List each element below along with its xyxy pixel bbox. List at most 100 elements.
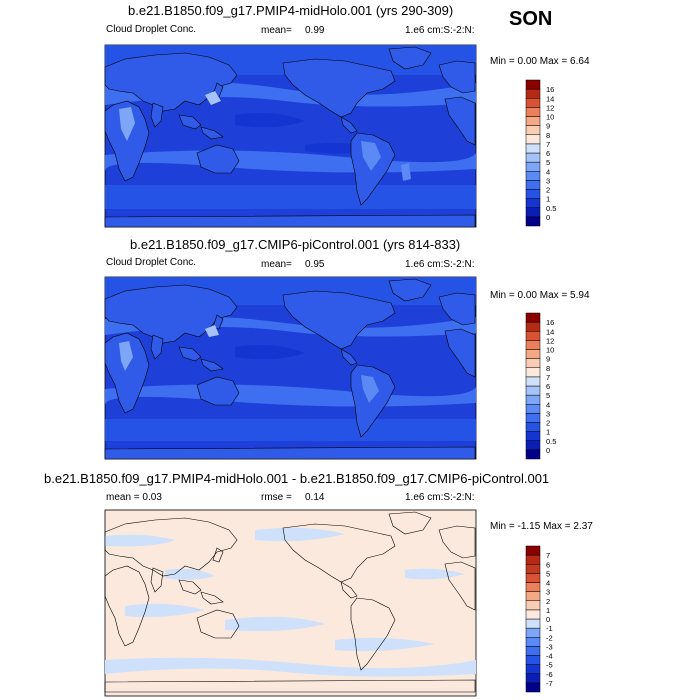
panel3-units: 1.e6 cm:S:-2:N: xyxy=(405,492,475,503)
colorbar1-box-15 xyxy=(525,79,541,90)
colorbar2-box-3 xyxy=(525,422,541,432)
colorbar2-box-2 xyxy=(525,431,541,442)
colorbars: 00.51234567891012141600.5123456789101214… xyxy=(525,79,556,693)
colorbar2-box-7 xyxy=(525,385,541,396)
panel3-rmse-label: rmse = xyxy=(261,492,292,503)
panel3-minmax: Min = -1.15 Max = 2.37 xyxy=(490,521,593,532)
colorbar1-tick-label: 7 xyxy=(546,140,550,149)
colorbar1-tick-label: 14 xyxy=(546,94,554,103)
colorbar2-box-8 xyxy=(525,376,541,387)
colorbar2-box-12 xyxy=(525,340,541,350)
colorbar1-box-12 xyxy=(525,107,541,117)
colorbar2-tick-label: 5 xyxy=(546,391,550,400)
colorbar1-box-2 xyxy=(525,198,541,209)
colorbar1-tick-label: 12 xyxy=(546,103,554,112)
colorbar3-box-12 xyxy=(525,573,541,583)
colorbar1-box-8 xyxy=(525,143,541,154)
colorbar1-box-11 xyxy=(525,116,541,126)
colorbar1-tick-label: 10 xyxy=(546,113,554,122)
colorbar1-tick-label: 0.5 xyxy=(546,204,556,213)
colorbar3-box-0 xyxy=(525,682,541,693)
panel2-title: b.e21.B1850.f09_g17.CMIP6-piControl.001 … xyxy=(130,237,461,252)
colorbar2-box-0 xyxy=(525,449,541,460)
colorbar2-tick-label: 1 xyxy=(546,428,550,437)
colorbar1-box-10 xyxy=(525,125,541,136)
colorbar3-tick-label: 0 xyxy=(546,615,550,624)
colorbar3-box-14 xyxy=(525,554,541,565)
colorbar1-tick-label: 16 xyxy=(546,85,554,94)
colorbar3-box-6 xyxy=(525,627,541,638)
colorbar2-box-5 xyxy=(525,404,541,414)
colorbar2-box-11 xyxy=(525,349,541,359)
colorbar2-box-13 xyxy=(525,331,541,341)
colorbar1-tick-label: 4 xyxy=(546,167,550,176)
colorbar2-box-1 xyxy=(525,440,541,451)
colorbar1-tick-label: 3 xyxy=(546,176,550,185)
colorbar2-tick-label: 9 xyxy=(546,355,550,364)
panel1-units: 1.e6 cm:S:-2:N: xyxy=(405,25,475,36)
colorbar3-tick-label: -2 xyxy=(546,633,553,642)
panel1-minmax: Min = 0.00 Max = 6.64 xyxy=(490,56,590,67)
panel1-mean-value: 0.99 xyxy=(305,25,325,36)
colorbar3-box-2 xyxy=(525,664,541,675)
colorbar3-box-3 xyxy=(525,655,541,665)
panel3-rmse-value: 0.14 xyxy=(305,492,325,503)
panel3-mean-label: mean = 0.03 xyxy=(106,492,162,503)
colorbar1-box-3 xyxy=(525,189,541,199)
colorbar3-box-9 xyxy=(525,600,541,611)
colorbar1-tick-label: 2 xyxy=(546,186,550,195)
colorbar3-box-5 xyxy=(525,637,541,647)
colorbar1-tick-label: 1 xyxy=(546,195,550,204)
colorbar2-tick-label: 10 xyxy=(546,346,554,355)
colorbar1-box-14 xyxy=(525,88,541,99)
colorbar3-tick-label: 7 xyxy=(546,551,550,560)
colorbar3-box-1 xyxy=(525,673,541,684)
colorbar2-box-14 xyxy=(525,321,541,332)
colorbar3-box-4 xyxy=(525,646,541,656)
colorbar3-tick-label: -4 xyxy=(546,652,553,661)
panel2-mean-value: 0.95 xyxy=(305,259,325,270)
colorbar2-tick-label: 4 xyxy=(546,400,550,409)
colorbar3-tick-label: 5 xyxy=(546,569,550,578)
colorbar2-box-9 xyxy=(525,367,541,378)
colorbar1-tick-label: 8 xyxy=(546,131,550,140)
colorbar2-tick-label: 2 xyxy=(546,419,550,428)
colorbar3-box-11 xyxy=(525,582,541,592)
colorbar2-tick-label: 6 xyxy=(546,382,550,391)
colorbar2-tick-label: 12 xyxy=(546,336,554,345)
colorbar3-tick-label: 3 xyxy=(546,588,550,597)
panel1-title: b.e21.B1850.f09_g17.PMIP4-midHolo.001 (y… xyxy=(128,3,454,18)
panel2-variable-label: Cloud Droplet Conc. xyxy=(106,257,197,268)
colorbar2-box-10 xyxy=(525,358,541,369)
colorbar3-box-10 xyxy=(525,591,541,602)
colorbar1-tick-label: 5 xyxy=(546,158,550,167)
colorbar3-tick-label: -3 xyxy=(546,642,553,651)
colorbar2-tick-label: 16 xyxy=(546,318,554,327)
colorbar3-tick-label: -6 xyxy=(546,670,553,679)
colorbar3-tick-label: -7 xyxy=(546,679,553,688)
colorbar2-tick-label: 8 xyxy=(546,364,550,373)
colorbar3-tick-label: -5 xyxy=(546,661,553,670)
colorbar3-box-13 xyxy=(525,564,541,574)
panel1-land-highlights xyxy=(119,91,411,181)
panel2-mean-label: mean= xyxy=(261,259,292,270)
colorbar1-box-13 xyxy=(525,98,541,108)
season-label: SON xyxy=(509,8,553,30)
colorbar2-tick-label: 7 xyxy=(546,373,550,382)
panel2-minmax: Min = 0.00 Max = 5.94 xyxy=(490,290,590,301)
colorbar2-box-4 xyxy=(525,413,541,423)
colorbar1-box-5 xyxy=(525,171,541,181)
colorbar3-tick-label: 4 xyxy=(546,579,550,588)
colorbar2-tick-label: 14 xyxy=(546,327,554,336)
colorbar1-tick-label: 9 xyxy=(546,122,550,131)
panel2-map xyxy=(104,276,477,460)
colorbar1-tick-label: 6 xyxy=(546,149,550,158)
colorbar1-box-7 xyxy=(525,152,541,163)
colorbar1-box-6 xyxy=(525,161,541,172)
panel1-mean-label: mean= xyxy=(261,25,292,36)
colorbar2-box-6 xyxy=(525,394,541,405)
colorbar1-box-0 xyxy=(525,216,541,227)
panel1-map xyxy=(104,44,477,228)
colorbar3-tick-label: 2 xyxy=(546,597,550,606)
panel2-units: 1.e6 cm:S:-2:N: xyxy=(405,259,475,270)
